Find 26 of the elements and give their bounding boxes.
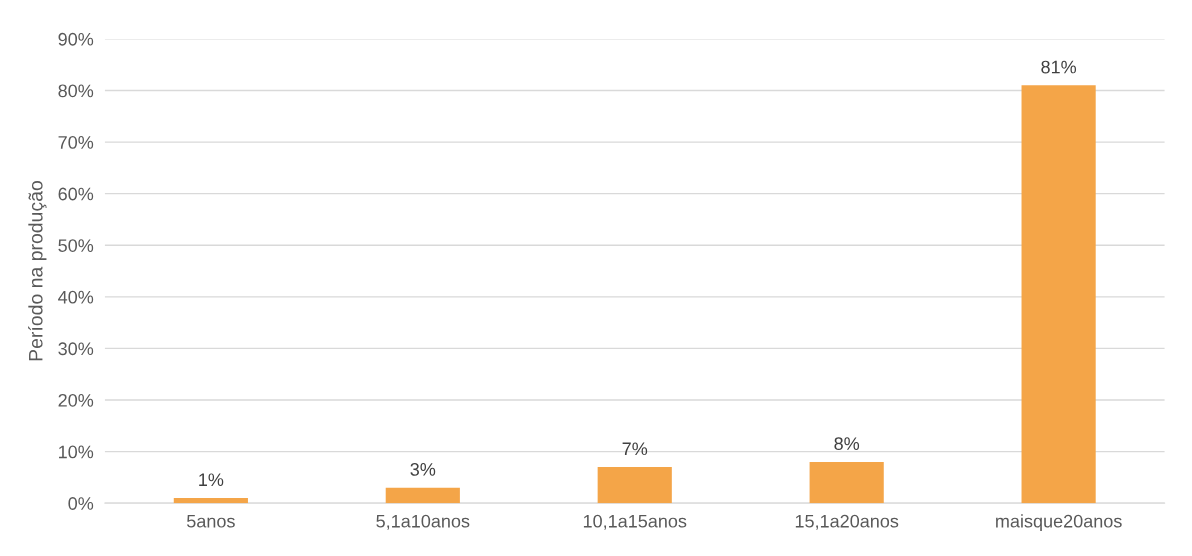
x-tick-label: 15,1a20anos	[795, 514, 899, 530]
x-tick-label: 10,1a15anos	[583, 514, 687, 530]
x-tick-label: 5,1a10anos	[376, 514, 470, 530]
y-tick-label: 10%	[59, 445, 94, 459]
bar	[809, 461, 884, 504]
bar	[173, 498, 248, 504]
x-tick-label: 5anos	[186, 514, 235, 528]
x-tick-label: maisque20anos	[996, 514, 1122, 532]
bar	[1021, 85, 1096, 504]
y-tick-label: 0%	[68, 497, 94, 510]
y-tick-label: 90%	[58, 32, 94, 46]
bar	[385, 487, 460, 504]
y-tick-label: 20%	[58, 393, 94, 407]
bar	[597, 467, 672, 504]
y-tick-label: 70%	[58, 136, 94, 149]
data-label: 3%	[410, 463, 436, 476]
data-label: 8%	[834, 437, 860, 451]
y-tick-label: 60%	[58, 187, 94, 201]
data-label: 1%	[199, 473, 224, 487]
y-axis-title: Período na produção	[28, 181, 47, 361]
data-label: 7%	[622, 442, 648, 456]
y-tick-label: 40%	[58, 290, 94, 304]
y-tick-label: 30%	[58, 342, 94, 356]
y-tick-label: 50%	[58, 239, 94, 252]
data-label: 81%	[1041, 60, 1077, 74]
y-tick-label: 80%	[58, 84, 94, 98]
